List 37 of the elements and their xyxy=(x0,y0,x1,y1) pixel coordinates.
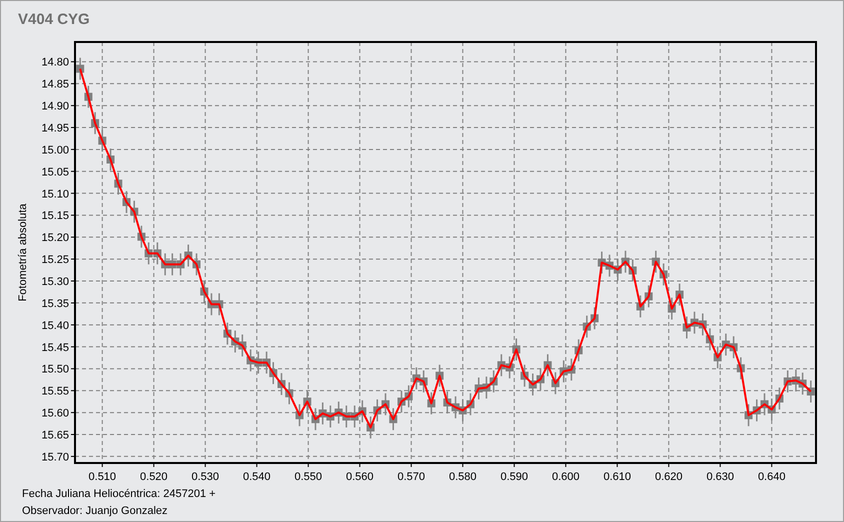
y-tick-label: 15.05 xyxy=(41,166,69,178)
y-axis-title: Fotometría absoluta xyxy=(17,202,29,302)
y-tick-label: 15.70 xyxy=(41,451,69,464)
x-tick-label: 0.510 xyxy=(88,471,116,483)
y-tick-label: 14.90 xyxy=(41,100,69,113)
y-tick-label: 15.60 xyxy=(41,408,69,420)
y-tick-label: 14.80 xyxy=(41,56,69,69)
y-tick-label: 15.35 xyxy=(41,298,69,310)
x-tick-label: 0.620 xyxy=(654,471,682,483)
x-tick-label: 0.610 xyxy=(603,471,631,483)
x-tick-label: 0.630 xyxy=(706,471,734,483)
x-tick-label: 0.580 xyxy=(448,471,477,483)
y-tick-label: 15.40 xyxy=(41,320,69,332)
x-tick-label: 0.560 xyxy=(346,471,374,483)
x-tick-label: 0.640 xyxy=(758,471,786,483)
x-tick-label: 0.520 xyxy=(140,471,168,483)
y-tick-label: 15.20 xyxy=(41,232,69,244)
x-tick-label: 0.550 xyxy=(294,471,322,483)
y-tick-label: 14.95 xyxy=(41,122,69,135)
y-tick-label: 15.25 xyxy=(41,254,69,266)
y-tick-label: 15.45 xyxy=(41,342,69,354)
chart-title: V404 CYG xyxy=(18,11,90,28)
x-tick-label: 0.570 xyxy=(397,471,426,483)
x-tick-label: 0.530 xyxy=(192,471,220,483)
x-axis-title: Fecha Juliana Heliocéntrica: 2457201 + xyxy=(22,488,216,500)
text: Observador: Juanjo Gonzalez xyxy=(22,505,168,517)
x-tick-label: 0.590 xyxy=(500,471,528,483)
x-tick-label: 0.600 xyxy=(552,471,580,483)
y-tick-label: 15.00 xyxy=(41,144,69,156)
y-tick-label: 15.30 xyxy=(41,276,69,288)
y-tick-label: 15.55 xyxy=(41,386,69,398)
y-tick-label: 15.65 xyxy=(41,429,69,442)
y-tick-label: 15.15 xyxy=(41,210,69,222)
y-tick-label: 14.85 xyxy=(41,78,69,91)
x-tick-label: 0.540 xyxy=(243,471,271,483)
y-tick-label: 15.10 xyxy=(41,188,69,200)
y-tick-label: 15.50 xyxy=(41,364,69,376)
